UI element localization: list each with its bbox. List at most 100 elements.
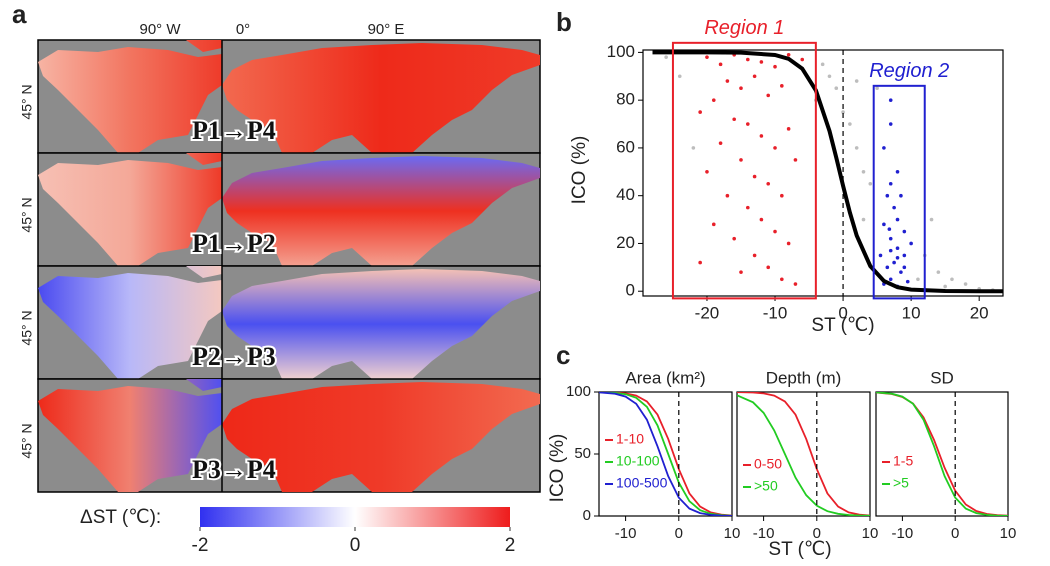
point [854,146,859,150]
x-tick-label: 0° [236,21,250,38]
point [759,217,764,222]
point [732,117,736,122]
point [698,260,702,265]
curve [876,392,1008,516]
point [888,122,893,126]
point [905,279,910,284]
point [766,93,771,98]
x-tick-label: -10 [763,303,788,322]
point [888,277,893,282]
point [875,86,879,91]
point [888,236,893,241]
y-tick-label: 40 [616,185,635,204]
point [752,253,757,258]
point [746,205,750,210]
point [773,64,777,69]
map-land [222,156,540,266]
x-tick-label: 10 [724,525,741,542]
plot-area [599,392,732,516]
point [800,57,805,62]
curve [599,392,732,516]
plot-frame [642,49,1004,297]
x-tick-label: 0 [813,525,821,542]
point [739,158,743,162]
point [746,122,750,126]
point [936,270,941,274]
point [841,110,845,114]
x-tick-label: -10 [753,525,775,542]
panel-letter: b [556,7,572,37]
legend-label: 1-5 [893,453,913,469]
x-tick-label: 20 [970,303,989,322]
point [820,62,825,67]
x-tick-label: 0 [951,525,959,542]
y-tick-label: 80 [616,90,635,109]
y-tick-label: 45° N [19,84,35,119]
map-land [38,40,222,153]
point [895,217,900,222]
x-tick-label: 90° E [368,21,405,38]
point [868,181,873,186]
point [773,229,777,234]
subplot-title: SD [930,368,954,387]
point [827,74,832,79]
point [902,265,907,270]
y-tick-label: 20 [616,233,635,252]
legend-label: 100-500 [616,475,668,491]
point [780,193,784,198]
y-axis-label: ICO (%) [547,434,568,503]
legend-label: 0-50 [754,456,782,472]
curve [737,394,870,516]
point [759,134,764,138]
point [861,217,866,222]
point [786,241,791,246]
point [882,146,886,150]
point [718,62,723,67]
x-tick-label: -10 [892,525,914,542]
point [848,122,852,126]
colorbar-label: ΔST (℃): [80,507,161,528]
point [786,52,791,57]
x-tick-label: 10 [862,525,879,542]
row-label: P3→P4 [192,455,276,484]
point [773,146,777,150]
plot-area [876,392,1008,516]
point [943,284,947,289]
panel-letter: c [556,340,570,370]
point [786,127,791,131]
y-tick-label: 50 [574,445,591,462]
curve [737,392,870,516]
x-tick-label: 0 [838,303,847,322]
colorbar [200,507,510,527]
point [916,277,920,282]
point [902,229,907,234]
point [895,255,900,260]
x-tick-label: 10 [1000,525,1017,542]
x-axis-label: ST (℃) [768,539,831,560]
point [739,270,743,274]
point [892,260,896,265]
point [780,277,784,282]
map-land [38,153,222,266]
map-land [38,379,222,492]
y-tick-label: 100 [566,383,591,400]
colorbar-tick-label: -2 [192,535,209,556]
point [909,241,913,246]
plot-frame [875,391,1009,517]
point [878,253,883,258]
row-label: P2→P3 [192,342,276,371]
point [888,181,893,186]
x-tick-label: -20 [695,303,720,322]
point [725,79,730,83]
point [752,174,757,179]
point [861,170,866,174]
map-land [38,266,222,379]
point [705,55,709,59]
point [885,265,890,270]
point [766,181,771,186]
point [963,282,968,286]
point [718,141,723,145]
point [888,248,893,253]
point [705,170,709,174]
